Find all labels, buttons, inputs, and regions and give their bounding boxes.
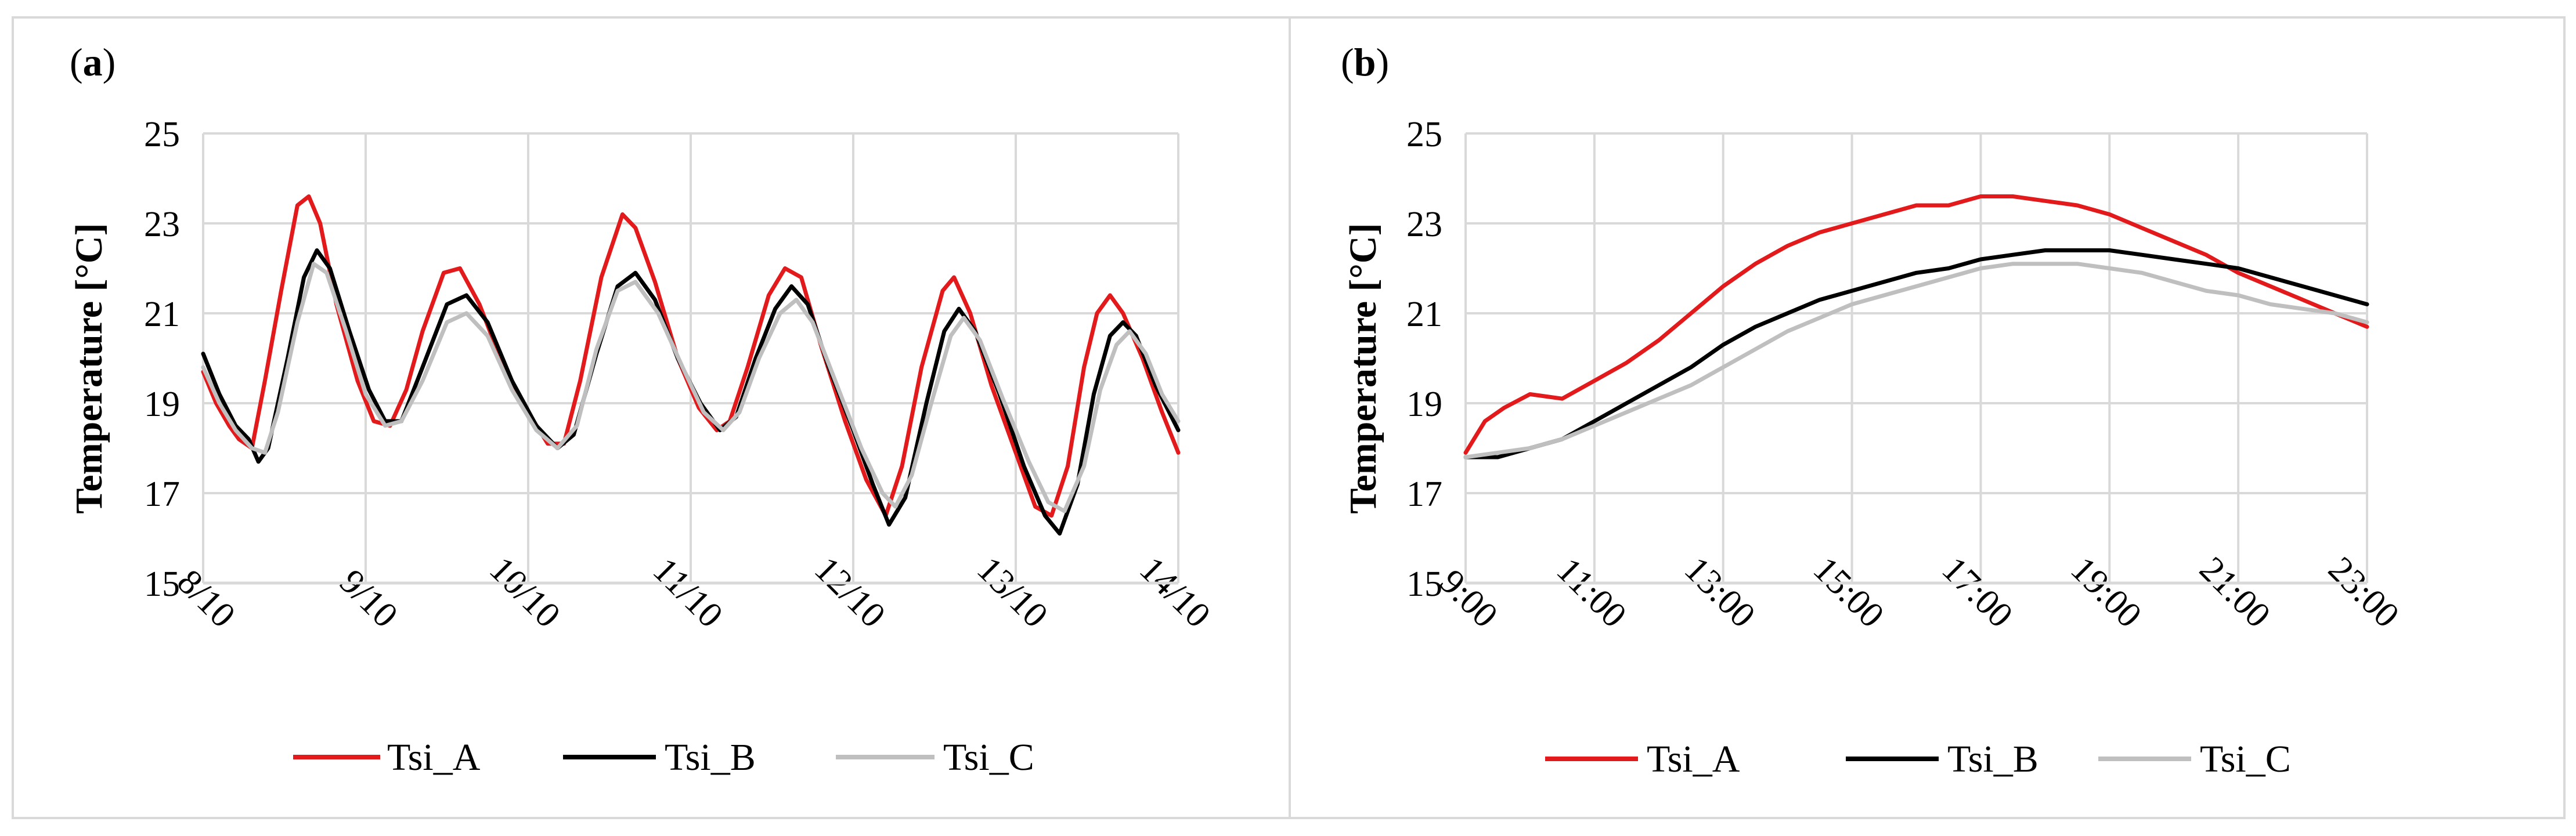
panel-a-series-tsi-c [201,262,1181,513]
legend-a-label-tsi-a: Tsi_A [387,736,481,779]
panel-b-plot: 15 17 19 21 23 25 9:00 11:00 13:00 15:00 17:00 19:0… [1406,115,2407,635]
panel-b-x-tick-13-00: 13:00 [1677,549,1763,635]
panel-b-y-tick-25: 25 [1406,115,1442,154]
panel-b-series-tsi-c [1463,262,2369,459]
panel-b-y-tick-19: 19 [1406,385,1442,424]
panel-b-series-tsi-a [1463,194,2369,455]
panel-b-y-tick-21: 21 [1406,295,1442,334]
panel-a: (a) Temperature [°C] 15 17 19 21 23 25 8/10 9/1… [68,40,1218,779]
panel-a-x-tick-8-10: 8/10 [169,562,243,635]
panel-a-y-tick-25: 25 [144,115,180,154]
panel-a-x-tick-9-10: 9/10 [332,562,405,635]
panel-a-label: (a) [70,40,116,84]
panel-b-label: (b) [1341,40,1389,84]
legend-a-label-tsi-b: Tsi_B [665,736,756,779]
panel-a-x-tick-11-10: 11/10 [645,551,730,635]
panel-a-y-tick-15: 15 [144,564,180,604]
panel-b-x-tick-11-00: 11:00 [1549,551,1634,635]
legend-a-label-tsi-c: Tsi_C [943,736,1034,779]
panel-b-x-tick-15-00: 15:00 [1806,549,1892,635]
panel-b-frame [1289,16,2566,819]
panel-a-legend: Tsi_A Tsi_B Tsi_C [293,736,1034,779]
panel-a-y-tick-19: 19 [144,385,180,424]
panel-a-plot: 15 17 19 21 23 25 8/10 9/10 10/10 11/10 12/10 13/10… [144,115,1218,635]
panel-b-legend: Tsi_A Tsi_B Tsi_C [1545,738,2291,780]
panel-b: (b) Temperature [°C] 15 17 19 21 23 25 9:00 11:… [1341,40,2407,780]
panel-a-x-tick-14-10: 14/10 [1132,549,1218,635]
panel-b-x-tick-19-00: 19:00 [2063,549,2149,635]
panel-b-y-tick-17: 17 [1406,475,1442,514]
panel-a-x-tick-10-10: 10/10 [482,549,568,635]
panel-b-y-axis-title: Temperature [°C] [1342,223,1384,513]
legend-b-label-tsi-a: Tsi_A [1647,738,1740,780]
panel-b-x-tick-21-00: 21:00 [2192,549,2278,635]
panel-b-x-tick-17-00: 17:00 [1935,549,2021,635]
panel-a-y-axis-title: Temperature [°C] [68,223,110,513]
panel-a-y-tick-23: 23 [144,205,180,244]
panel-a-x-tick-13-10: 13/10 [969,549,1055,635]
legend-b-label-tsi-c: Tsi_C [2200,738,2291,780]
panel-b-x-tick-9-00: 9:00 [1432,562,1505,635]
panel-b-y-tick-15: 15 [1406,564,1442,604]
panel-a-y-tick-21: 21 [144,295,180,334]
legend-b-label-tsi-b: Tsi_B [1947,738,2039,780]
panel-a-x-tick-12-10: 12/10 [807,549,893,635]
panel-b-series-tsi-b [1463,248,2369,459]
panel-a-y-tick-17: 17 [144,475,180,514]
panel-b-x-tick-23-00: 23:00 [2321,549,2407,635]
panel-b-y-tick-23: 23 [1406,205,1442,244]
